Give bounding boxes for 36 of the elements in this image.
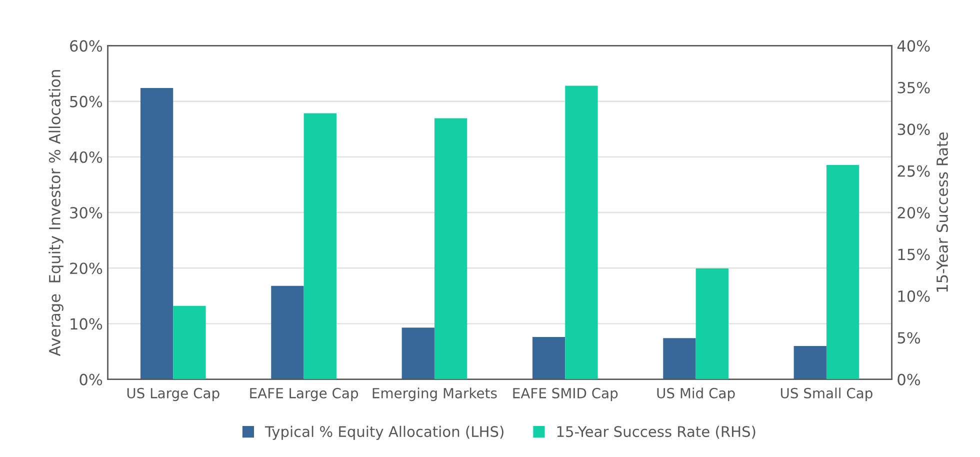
y-tick-label: 40% <box>70 151 102 163</box>
bar <box>532 337 566 380</box>
bar <box>696 268 728 380</box>
y2-tick-label: 25% <box>898 165 930 177</box>
bar <box>434 118 468 380</box>
x-tick-label: US Small Cap <box>780 388 872 402</box>
x-tick-label: US Mid Cap <box>657 388 735 402</box>
bar <box>794 346 826 380</box>
bar <box>140 88 174 380</box>
y2-tick-label: 0% <box>898 374 920 386</box>
bar <box>826 164 860 380</box>
x-tick-label: US Large Cap <box>127 388 220 402</box>
y2-axis-title: 15-Year Success Rate <box>936 132 948 292</box>
y2-tick-label: 15% <box>898 248 930 260</box>
legend-label: Typical % Equity Allocation (LHS) <box>264 426 504 440</box>
x-tick-label: EAFE Large Cap <box>250 388 358 402</box>
y2-tick-label: 30% <box>898 124 930 136</box>
y-tick-label: 20% <box>70 262 102 274</box>
y-tick-label: 30% <box>70 206 102 219</box>
y-tick-label: 60% <box>70 40 102 52</box>
y2-tick-label: 5% <box>898 332 920 344</box>
y-tick-label: 0% <box>80 374 102 386</box>
y-tick-label: 50% <box>70 96 102 108</box>
y2-tick-label: 20% <box>898 206 930 219</box>
bar <box>402 328 434 380</box>
y-axis-title: Average Equity Investor % Allocation <box>48 70 64 356</box>
bar <box>565 86 598 380</box>
bar <box>173 306 206 380</box>
y2-tick-label: 40% <box>897 40 930 52</box>
x-tick-label: EAFE SMID Cap <box>513 388 618 402</box>
legend-label: 15-Year Success Rate (RHS) <box>557 426 756 439</box>
bar <box>304 113 336 380</box>
x-tick-label: Emerging Markets <box>372 388 497 402</box>
y-tick-label: 10% <box>70 318 102 330</box>
y2-tick-label: 10% <box>898 290 930 302</box>
y2-tick-label: 35% <box>898 82 930 94</box>
